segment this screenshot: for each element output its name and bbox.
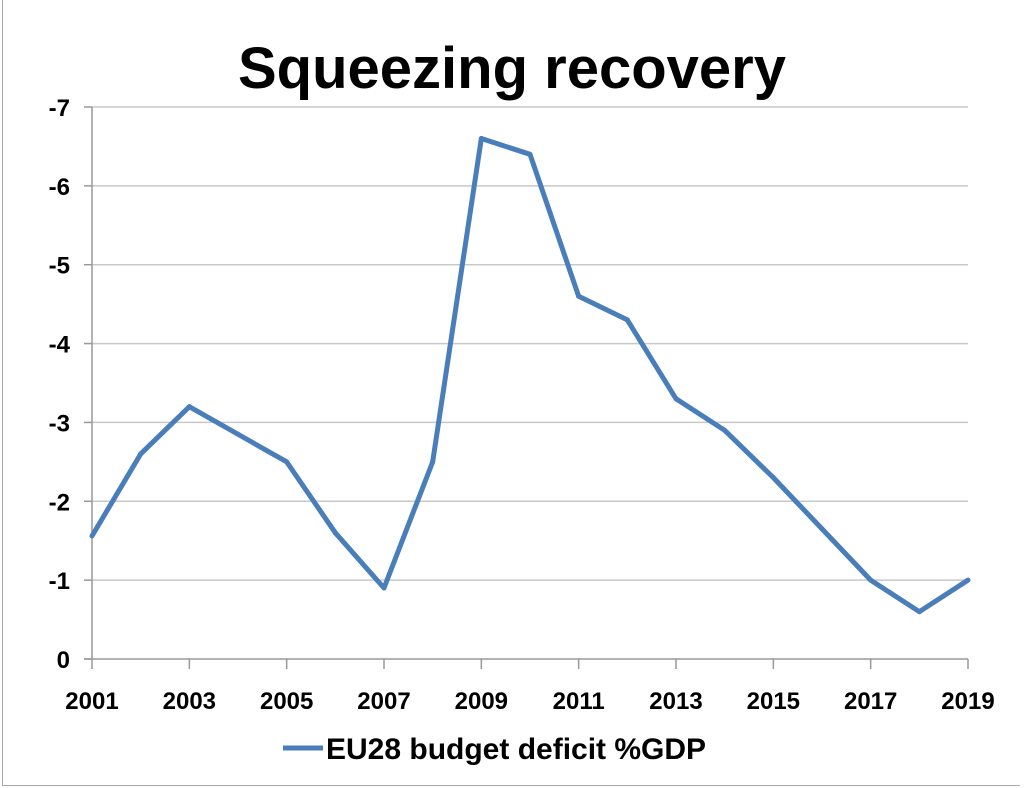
y-tick-label: 0 [57, 647, 70, 674]
data-point [381, 585, 387, 591]
y-tick-label: -7 [49, 95, 70, 122]
data-point [235, 431, 241, 437]
data-point [965, 577, 971, 583]
data-point [673, 396, 679, 402]
x-tick-label: 2009 [455, 688, 508, 715]
x-tick-label: 2013 [649, 688, 702, 715]
y-tick-label: -3 [49, 410, 70, 437]
x-tick-label: 2005 [260, 688, 313, 715]
data-point [284, 459, 290, 465]
data-point [819, 526, 825, 532]
y-tick-label: -1 [49, 568, 70, 595]
x-tick-label: 2019 [941, 688, 994, 715]
y-tick-label: -2 [49, 489, 70, 516]
x-tick-label: 2001 [65, 688, 118, 715]
x-tick-label: 2017 [844, 688, 897, 715]
x-tick-label: 2003 [163, 688, 216, 715]
data-point [916, 609, 922, 615]
data-point [527, 151, 533, 157]
data-point [770, 475, 776, 481]
legend-label: EU28 budget deficit %GDP [326, 733, 706, 766]
y-tick-label: -5 [49, 253, 70, 280]
data-point [868, 577, 874, 583]
data-point [332, 530, 338, 536]
data-point [576, 293, 582, 299]
data-point [430, 459, 436, 465]
x-tick-label: 2011 [553, 688, 605, 715]
x-tick-label: 2015 [747, 688, 800, 715]
data-point [722, 427, 728, 433]
y-tick-label: -4 [49, 332, 71, 359]
data-point [624, 317, 630, 323]
legend: EU28 budget deficit %GDP [283, 733, 706, 766]
data-point [89, 533, 95, 539]
chart-title: Squeezing recovery [238, 36, 786, 101]
x-tick-label: 2007 [357, 688, 410, 715]
series-line [89, 136, 970, 615]
y-tick-label: -6 [49, 174, 70, 201]
data-point [478, 136, 484, 142]
data-point [138, 451, 144, 457]
data-point [186, 404, 192, 410]
